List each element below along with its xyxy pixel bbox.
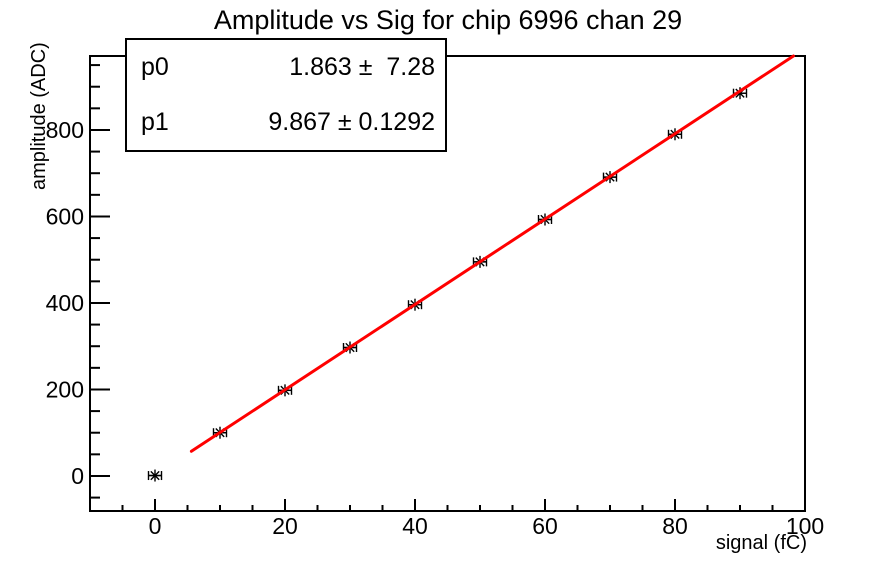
fit-param-value-p0: 1.863 ± 7.28 — [289, 53, 435, 81]
fit-param-name-p0: p0 — [141, 53, 169, 81]
svg-text:40: 40 — [402, 513, 428, 539]
fit-param-name-p1: p1 — [141, 108, 169, 136]
svg-text:800: 800 — [46, 117, 84, 143]
chart-title: Amplitude vs Sig for chip 6996 chan 29 — [213, 5, 683, 35]
svg-text:200: 200 — [46, 376, 84, 402]
svg-text:80: 80 — [662, 513, 688, 539]
svg-text:20: 20 — [272, 513, 298, 539]
y-axis-title: amplitude (ADC) — [28, 42, 50, 190]
svg-text:100: 100 — [786, 513, 824, 539]
fit-stats-box: p0 1.863 ± 7.28 p1 9.867 ± 0.1292 — [125, 38, 447, 152]
svg-text:0: 0 — [149, 513, 162, 539]
fit-param-value-p1: 9.867 ± 0.1292 — [268, 108, 435, 136]
fit-param-row-p1: p1 9.867 ± 0.1292 — [127, 108, 445, 137]
fit-line — [189, 54, 795, 453]
svg-text:60: 60 — [532, 513, 558, 539]
svg-text:0: 0 — [71, 463, 84, 489]
fit-param-row-p0: p0 1.863 ± 7.28 — [127, 53, 445, 82]
x-axis-title: signal (fC) — [716, 532, 807, 554]
svg-text:400: 400 — [46, 290, 84, 316]
svg-text:600: 600 — [46, 203, 84, 229]
